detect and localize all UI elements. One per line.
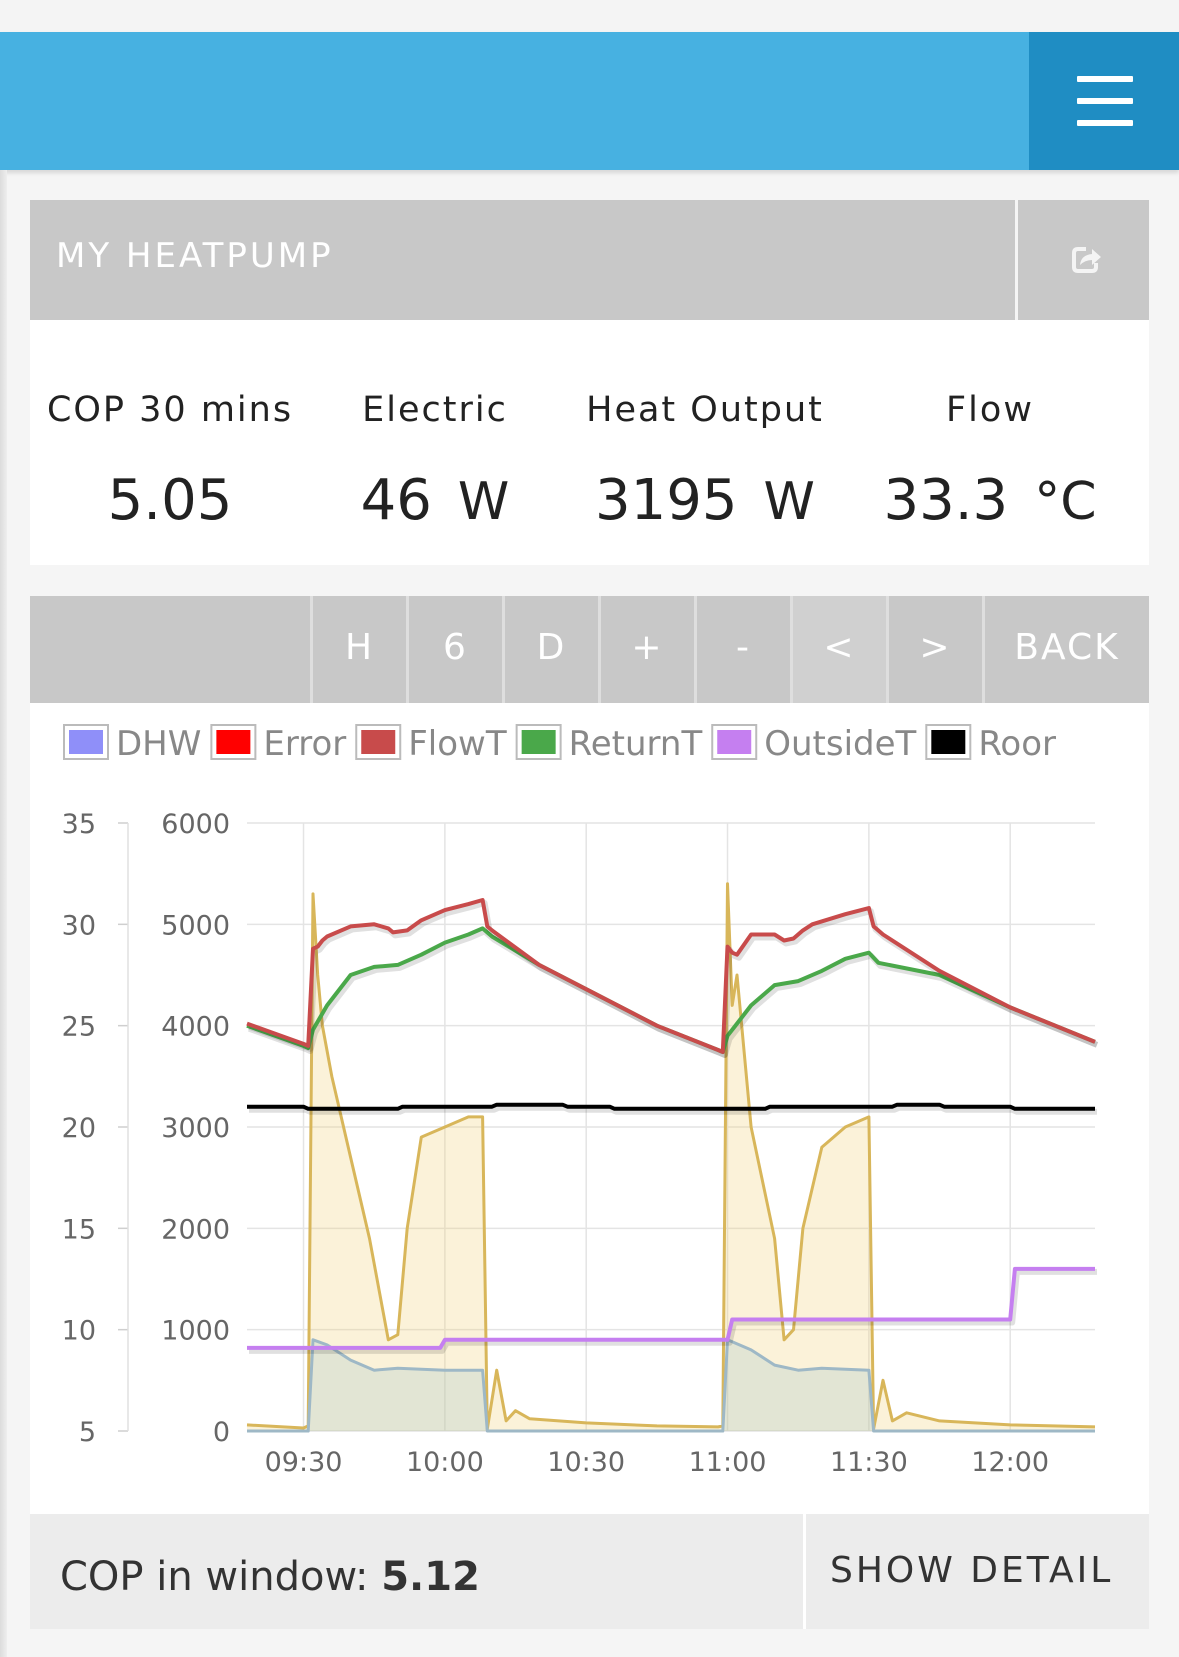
x-axis-label: 11:30 xyxy=(830,1447,908,1478)
stat-heat-output-unit: W xyxy=(763,472,815,532)
left-axis-label: 30 xyxy=(62,910,96,941)
series-shadow-outsidet xyxy=(249,1268,1097,1354)
stat-flow-value: 33.3 °C xyxy=(875,468,1105,533)
day-view-button[interactable]: D xyxy=(502,596,598,703)
panel-title-bar: MY HEATPUMP xyxy=(30,200,1015,320)
series-fill-electric xyxy=(247,1339,1095,1431)
stat-electric-label: Electric xyxy=(362,390,508,430)
x-axis-label: 10:00 xyxy=(406,1447,484,1478)
left-edge xyxy=(0,170,7,1657)
x-axis-label: 11:00 xyxy=(689,1447,767,1478)
show-detail-button[interactable]: SHOW DETAIL xyxy=(830,1550,1114,1591)
status-strip xyxy=(0,0,1179,32)
stat-electric-unit: W xyxy=(457,472,510,532)
pan-right-button[interactable]: > xyxy=(886,596,982,703)
series-fill-heat xyxy=(247,883,1095,1431)
chart-area: 35 6000 30 5000 25 4000 20 3000 15 2000 10 1000 5 0 09… xyxy=(30,703,1149,1514)
stat-cop-label: COP 30 mins xyxy=(46,390,294,430)
chart-toolbar: H 6 D + - < > BACK xyxy=(30,596,1149,703)
hamburger-menu-icon[interactable] xyxy=(1029,32,1179,170)
legend-label-flowt: FlowT xyxy=(408,724,507,764)
stat-heat-output-number: 3195 xyxy=(595,468,738,533)
left-axis-label: 35 xyxy=(62,809,96,840)
cop-in-window: COP in window: 5.12 xyxy=(60,1554,480,1600)
zoom-in-button[interactable]: + xyxy=(598,596,694,703)
x-axis-label: 09:30 xyxy=(265,1447,343,1478)
zoom-out-button[interactable]: - xyxy=(694,596,790,703)
series-line-flowt xyxy=(246,898,1096,1054)
stat-flow-unit: °C xyxy=(1034,472,1097,532)
stat-cop-value: 5.05 xyxy=(30,468,310,533)
legend-swatch-dhw xyxy=(69,730,103,754)
stat-flow-label: Flow xyxy=(946,390,1034,430)
series-line-outsidet xyxy=(247,1266,1095,1350)
panel-title: MY HEATPUMP xyxy=(56,236,334,276)
power-temperature-chart[interactable]: 35 6000 30 5000 25 4000 20 3000 15 2000 10 1000 5 0 09… xyxy=(30,703,1149,1514)
stat-electric-number: 46 xyxy=(360,468,432,533)
left-axis-label: 20 xyxy=(62,1113,96,1144)
pan-left-button[interactable]: < xyxy=(790,596,886,703)
cop-window-value: 5.12 xyxy=(381,1554,480,1600)
series-line-electric xyxy=(247,1338,1095,1433)
legend-label-outsidet: OutsideT xyxy=(764,724,916,764)
legend-swatch-returnt xyxy=(521,730,556,754)
right-axis-label: 6000 xyxy=(161,809,230,840)
legend-swatch-roor xyxy=(931,730,966,754)
footer-bar: COP in window: 5.12 SHOW DETAIL xyxy=(30,1514,1149,1629)
stat-electric-value: 46 W xyxy=(320,468,550,533)
legend-label-dhw: DHW xyxy=(116,724,201,764)
external-link-icon xyxy=(1072,247,1101,273)
six-hour-view-button[interactable]: 6 xyxy=(406,596,502,703)
legend-label-roor: Roor xyxy=(978,724,1056,764)
legend-swatch-flowt xyxy=(361,730,396,754)
external-link-button[interactable] xyxy=(1018,200,1149,320)
cop-window-label: COP in window: xyxy=(60,1554,369,1600)
hour-view-button[interactable]: H xyxy=(310,596,406,703)
right-axis-label: 0 xyxy=(213,1417,230,1448)
legend-label-returnt: ReturnT xyxy=(569,724,703,764)
stat-electric: Electric 46 W xyxy=(320,320,550,565)
x-axis-label: 12:00 xyxy=(971,1447,1049,1478)
legend-swatch-error xyxy=(216,730,251,754)
right-axis-label: 4000 xyxy=(161,1012,230,1043)
series-line-heat xyxy=(246,882,1096,1431)
stats-panel: COP 30 mins 5.05 Electric 46 W Heat Outpu… xyxy=(30,320,1149,565)
right-axis-label: 1000 xyxy=(161,1316,230,1347)
right-axis-label: 2000 xyxy=(161,1214,230,1245)
app-header xyxy=(0,32,1179,170)
right-axis-label: 3000 xyxy=(161,1113,230,1144)
right-axis-label: 5000 xyxy=(161,910,230,941)
series-line-roor xyxy=(247,1102,1095,1111)
stat-heat-output-label: Heat Output xyxy=(586,390,824,430)
back-button[interactable]: BACK xyxy=(982,596,1149,703)
stat-cop-number: 5.05 xyxy=(107,468,233,533)
stat-flow: Flow 33.3 °C xyxy=(875,320,1105,565)
stat-flow-number: 33.3 xyxy=(883,468,1009,533)
stat-heat-output-value: 3195 W xyxy=(570,468,840,533)
x-axis-label: 10:30 xyxy=(547,1447,625,1478)
footer-divider xyxy=(803,1514,806,1629)
left-axis-label: 15 xyxy=(62,1214,96,1245)
left-axis-label: 10 xyxy=(62,1316,96,1347)
legend-label-error: Error xyxy=(263,724,346,764)
left-axis-label: 25 xyxy=(62,1012,96,1043)
legend-swatch-outsidet xyxy=(717,730,752,754)
stat-cop: COP 30 mins 5.05 xyxy=(30,320,310,565)
left-axis-label: 5 xyxy=(79,1417,96,1448)
stat-heat-output: Heat Output 3195 W xyxy=(570,320,840,565)
